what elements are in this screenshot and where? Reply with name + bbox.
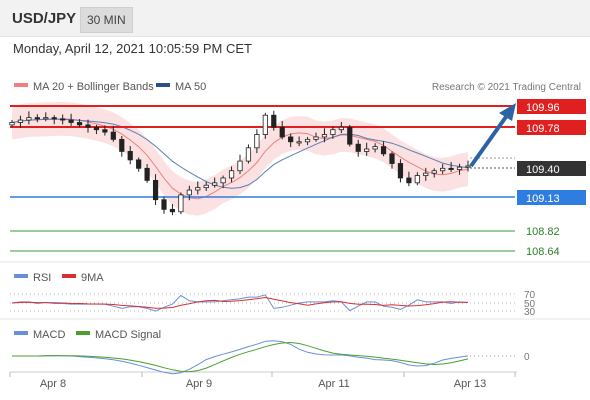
candle-body — [414, 175, 420, 184]
rsi-30-label: 30 — [524, 307, 536, 318]
candle-body — [347, 126, 353, 145]
legend-bollinger-swatch — [14, 83, 28, 87]
legend-macd-swatch — [14, 331, 28, 335]
candle-body — [76, 122, 83, 126]
chart-timestamp: Monday, April 12, 2021 10:05:59 PM CET — [13, 41, 252, 56]
candle-body — [144, 167, 150, 181]
candle-body — [169, 208, 176, 213]
x-label-apr9: Apr 9 — [186, 378, 212, 390]
candle-body — [212, 182, 218, 186]
candle-body — [279, 126, 285, 138]
candle-body — [228, 170, 235, 179]
x-label-apr13: Apr 13 — [454, 378, 486, 390]
candle-body — [9, 122, 15, 126]
candle-body — [68, 119, 74, 123]
candle-body — [330, 129, 336, 135]
candle-body — [380, 146, 387, 155]
macd-signal-line — [12, 341, 469, 373]
bollinger-band — [12, 101, 468, 216]
candle-body — [119, 138, 125, 152]
candle-body — [152, 179, 159, 201]
x-label-apr11: Apr 11 — [318, 378, 350, 390]
legend-rsi-label: RSI — [33, 272, 51, 284]
rsi-line — [11, 294, 469, 312]
candle-body — [406, 177, 412, 184]
currency-pair-title: USD/JPY — [12, 10, 77, 27]
candle-body — [43, 117, 49, 120]
resistance-1-label: 109.78 — [526, 123, 560, 135]
candle-body — [85, 124, 91, 128]
timeframe-button[interactable]: 30 MIN — [80, 7, 133, 33]
candle-body — [389, 153, 395, 164]
last-price-label: 109.40 — [526, 164, 560, 176]
candle-body — [237, 160, 243, 172]
rsi-50-label: 50 — [524, 299, 536, 310]
legend-macd-signal-swatch — [76, 331, 90, 335]
candle-body — [186, 189, 192, 196]
candle-body — [203, 184, 209, 189]
candle-body — [110, 131, 116, 140]
candle-body — [93, 126, 100, 131]
last-price-tag — [517, 161, 586, 176]
legend-macd-signal-label: MACD Signal — [95, 329, 161, 341]
candle-body — [304, 138, 311, 143]
rsi-70-label: 70 — [524, 290, 536, 301]
pivot-tag — [517, 190, 586, 205]
candle-body — [397, 163, 404, 179]
candle-body — [465, 165, 471, 168]
candle-body — [26, 117, 32, 121]
resistance-2-tag — [517, 99, 586, 114]
legend-rsi-ma-label: 9MA — [81, 272, 104, 284]
candle-body — [195, 187, 201, 191]
chart-header: USD/JPY 30 MIN — [0, 0, 590, 37]
candle-body — [321, 134, 328, 138]
candle-body — [313, 136, 319, 140]
candle-body — [262, 114, 268, 135]
candle-body — [372, 146, 378, 150]
candle-body — [34, 117, 40, 120]
candle-body — [60, 118, 66, 121]
candle-body — [456, 166, 463, 170]
support-2-label: 108.64 — [526, 246, 560, 258]
candle-body — [178, 194, 184, 213]
pivot-label: 109.13 — [526, 193, 560, 205]
projection-arrow — [469, 112, 510, 168]
candle-body — [448, 167, 454, 170]
resistance-1-tag — [517, 120, 586, 135]
candle-body — [17, 119, 24, 123]
candle-body — [271, 114, 277, 128]
support-1-label: 108.82 — [526, 226, 560, 238]
legend-macd-label: MACD — [33, 329, 65, 341]
candle-body — [51, 117, 57, 120]
legend-bollinger-label: MA 20 + Bollinger Bands — [33, 81, 154, 93]
macd-line — [12, 340, 469, 375]
legend-rsi-ma-swatch — [62, 274, 76, 278]
candle-body — [127, 151, 133, 161]
projection-arrowhead — [499, 103, 516, 121]
legend-rsi-swatch — [14, 274, 28, 278]
x-label-apr8: Apr 8 — [40, 378, 66, 390]
candlestick-series — [9, 110, 471, 216]
macd-zero-label: 0 — [524, 352, 530, 363]
candle-body — [288, 136, 294, 143]
candle-body — [161, 199, 167, 210]
candle-body — [338, 126, 344, 131]
chart-credit: Research © 2021 Trading Central — [432, 82, 581, 93]
candle-body — [423, 172, 429, 176]
candle-body — [440, 167, 446, 172]
resistance-2-label: 109.96 — [526, 102, 560, 114]
candle-body — [296, 141, 302, 144]
legend-ma50-swatch — [156, 83, 170, 87]
candle-body — [102, 129, 108, 133]
candle-body — [355, 143, 361, 152]
candle-body — [136, 159, 142, 169]
candle-body — [245, 147, 252, 162]
candle-body — [220, 177, 226, 184]
legend-ma50-label: MA 50 — [175, 81, 206, 93]
candle-body — [254, 134, 260, 149]
rsi-ma-line — [11, 296, 469, 309]
candle-body — [364, 148, 370, 152]
candle-body — [431, 170, 437, 174]
